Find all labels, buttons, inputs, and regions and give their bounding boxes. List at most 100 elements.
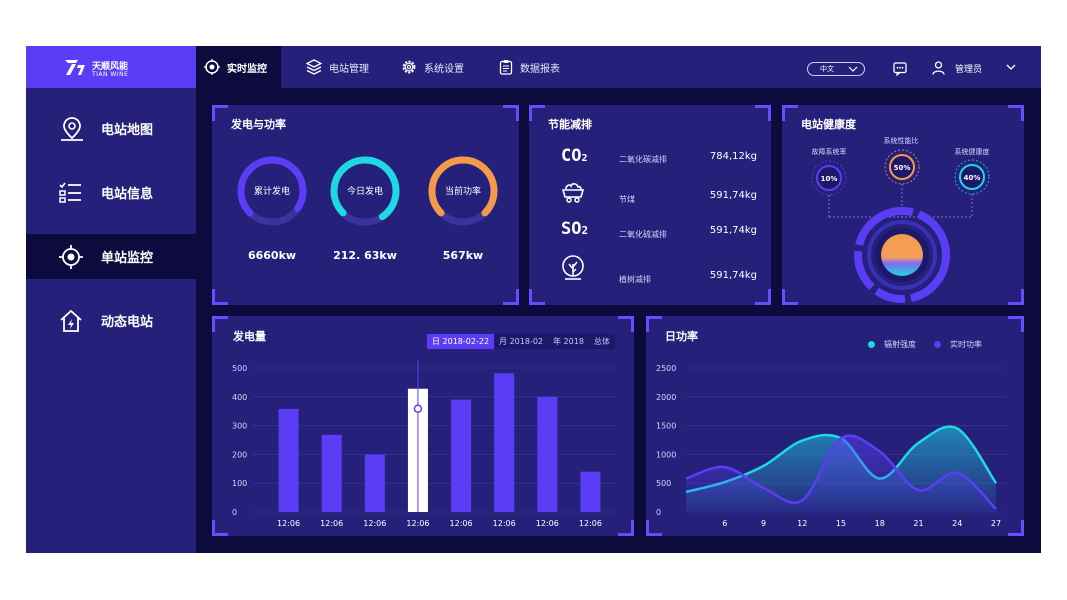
gauge-outer-ring <box>854 207 950 303</box>
x-tick-label: 12:06 <box>450 519 473 528</box>
emission-name: 二氧化硫减排 <box>619 230 667 239</box>
panel-title: 发电量 <box>233 330 266 343</box>
generation-panel: 发电量 日 2018-02-22 月 2018-02 年 2018 总体 0 10… <box>212 316 634 536</box>
brand-logo-icon <box>65 60 85 75</box>
tab-total[interactable]: 总体 <box>588 334 615 349</box>
sidebar-item-dynamic-station[interactable]: 动态电站 <box>26 298 196 343</box>
tab-month[interactable]: 月 2018-02 <box>494 334 549 349</box>
nav-realtime-monitor[interactable]: 实时监控 <box>196 46 281 88</box>
y-tick-label: 0 <box>232 508 237 517</box>
bar <box>364 454 385 512</box>
user-menu[interactable]: 管理员 <box>932 61 982 75</box>
y-tick-label: 100 <box>232 479 247 488</box>
language-select[interactable]: 中文 <box>807 62 865 76</box>
series-area <box>686 435 996 512</box>
user-name: 管理员 <box>955 64 983 75</box>
bar-highlight-marker <box>413 404 423 413</box>
legend-swatch <box>868 341 875 348</box>
sidebar-item-label: 电站信息 <box>101 187 154 202</box>
chevron-down-icon[interactable] <box>1006 64 1016 70</box>
emission-value: 591,74kg <box>709 270 757 281</box>
indicator-label: 故障系统率 <box>811 148 847 156</box>
legend-swatch <box>934 341 941 348</box>
bar <box>494 373 515 512</box>
emission-row: 节煤 591,74kg <box>529 181 769 211</box>
x-tick-label: 12:06 <box>363 519 386 528</box>
nav-station-manage[interactable]: 电站管理 <box>306 46 369 88</box>
layers-icon <box>306 59 322 75</box>
sidebar-item-label: 电站地图 <box>101 123 154 138</box>
indicator-label: 系统性能比 <box>883 137 919 145</box>
sidebar-item-single-station[interactable]: 单站监控 <box>26 234 196 279</box>
power-rings <box>237 156 498 226</box>
health-gauge: 10% 50% 40% <box>811 149 990 303</box>
nav-system-settings[interactable]: 系统设置 <box>401 46 464 88</box>
language-value: 中文 <box>820 65 834 73</box>
x-tick-label: 12:06 <box>406 519 429 528</box>
sidebar-item-station-map[interactable]: 电站地图 <box>26 106 196 151</box>
nav-data-report[interactable]: 数据报表 <box>499 46 560 88</box>
panel-title: 电站健康度 <box>801 118 856 131</box>
co2-icon: CO2 <box>561 146 588 166</box>
panel-title: 发电与功率 <box>231 118 286 131</box>
chevron-down-icon <box>848 66 858 72</box>
x-tick-label: 27 <box>991 519 1001 528</box>
ring-value: 6660kw <box>247 249 297 262</box>
legend-label: 实时功率 <box>950 340 982 349</box>
emission-value: 591,74kg <box>709 225 757 236</box>
top-bar: 天顺风能 TIAN WINE 实时监控 电站管理 系统设置 数据报表 中文 管理… <box>26 46 1041 88</box>
y-tick-label: 400 <box>232 393 247 402</box>
emission-panel: 节能减排 CO2 二氧化碳减排 784,12kg 节煤 591,74kg SO2… <box>529 105 771 305</box>
power-panel: 发电与功率 累计发电 今日发电 当前功率 6660kw 212. 63kw 56… <box>212 105 519 305</box>
ring-label: 累计发电 <box>253 187 290 197</box>
sidebar-item-label: 动态电站 <box>101 315 154 330</box>
home-bolt-icon <box>60 309 82 332</box>
x-tick-label: 18 <box>875 519 885 528</box>
tree-icon <box>562 255 584 280</box>
user-icon <box>932 61 945 75</box>
x-tick-label: 21 <box>913 519 923 528</box>
dashboard-app: 天顺风能 TIAN WINE 实时监控 电站管理 系统设置 数据报表 中文 管理… <box>26 46 1041 553</box>
gauge-orb <box>881 234 923 276</box>
indicator-label: 系统健康度 <box>954 148 990 156</box>
ring-label: 今日发电 <box>346 187 383 197</box>
sidebar-item-station-info[interactable]: 电站信息 <box>26 170 196 215</box>
brand-name: 天顺风能 <box>92 62 129 72</box>
nav-label: 数据报表 <box>520 63 560 75</box>
indicator-ring <box>889 154 915 180</box>
emission-row: CO2 二氧化碳减排 784,12kg <box>529 143 769 173</box>
emission-row: SO2 二氧化硫减排 591,74kg <box>529 215 769 245</box>
y-tick-label: 2000 <box>656 393 676 402</box>
y-tick-label: 200 <box>232 450 247 459</box>
indicator-value: 10% <box>821 175 838 183</box>
y-tick-label: 500 <box>656 479 671 488</box>
message-icon[interactable] <box>893 62 907 76</box>
emission-row: 植树减排 591,74kg <box>529 255 769 285</box>
map-pin-icon <box>61 116 83 141</box>
tab-year[interactable]: 年 2018 <box>548 334 589 349</box>
y-tick-label: 1500 <box>656 422 676 431</box>
target-icon <box>204 59 220 75</box>
ring-arc <box>330 156 400 221</box>
bar <box>278 408 299 512</box>
daily-power-panel: 日功率 辐射强度 实时功率 0 500 1000 1500 2000 2500 6 9 12 15… <box>646 316 1024 536</box>
chart-legend: 辐射强度 实时功率 <box>868 339 982 350</box>
indicator-ring <box>959 164 985 190</box>
indicator-dashed-ring <box>884 149 920 185</box>
ring-arc <box>428 156 498 217</box>
checklist-icon <box>59 182 81 203</box>
period-tabs: 日 2018-02-22 月 2018-02 年 2018 总体 <box>427 334 615 349</box>
tab-day[interactable]: 日 2018-02-22 <box>427 334 495 349</box>
x-tick-label: 12:06 <box>536 519 559 528</box>
brand-logo[interactable]: 天顺风能 TIAN WINE <box>26 46 196 88</box>
series-line <box>685 434 997 511</box>
x-tick-label: 15 <box>836 519 846 528</box>
y-tick-label: 1000 <box>656 450 676 459</box>
indicator-value: 40% <box>964 174 981 182</box>
brand-name-en: TIAN WINE <box>92 71 129 78</box>
nav-label: 系统设置 <box>424 63 464 75</box>
x-tick-label: 24 <box>952 519 962 528</box>
generation-bar-chart: 0 100 200 300 400 500 12:06 12:06 12:06 12:06 12:0… <box>232 360 617 528</box>
emission-name: 节煤 <box>619 195 635 204</box>
bar <box>321 434 342 512</box>
